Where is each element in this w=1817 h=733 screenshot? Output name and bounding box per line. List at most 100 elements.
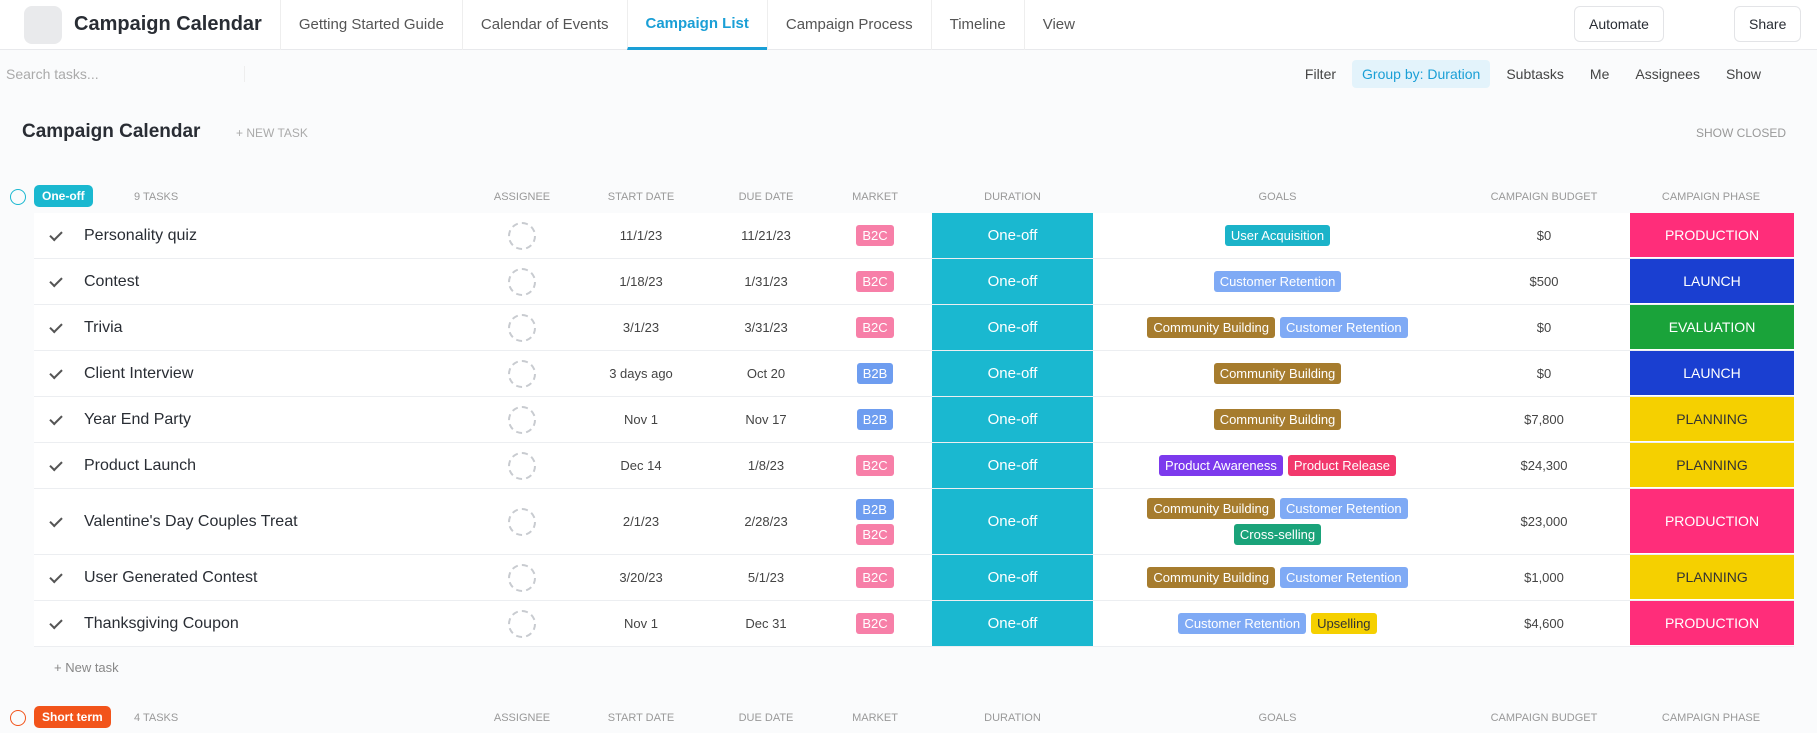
start-date[interactable]: 3/1/23: [622, 320, 660, 335]
budget[interactable]: $0: [1536, 320, 1552, 335]
collapse-toggle[interactable]: [10, 710, 26, 726]
goals-cell[interactable]: Customer Retention: [1095, 259, 1460, 304]
check-icon[interactable]: [49, 273, 63, 287]
check-icon[interactable]: [49, 227, 63, 241]
assignee-cell[interactable]: [474, 443, 570, 488]
goals-cell[interactable]: User Acquisition: [1095, 213, 1460, 258]
market-cell[interactable]: B2C: [820, 555, 930, 600]
goals-cell[interactable]: Community Building: [1095, 351, 1460, 396]
due-date[interactable]: 5/1/23: [747, 570, 785, 585]
assignee-avatar[interactable]: [508, 451, 536, 480]
check-icon[interactable]: [49, 615, 63, 629]
duration[interactable]: One-off: [930, 259, 1095, 304]
due-date[interactable]: 11/21/23: [741, 228, 791, 243]
assignee-avatar[interactable]: [508, 563, 536, 592]
toolbar-item[interactable]: Me: [1589, 66, 1610, 82]
budget[interactable]: $1,000: [1524, 570, 1564, 585]
assignee-avatar[interactable]: [508, 221, 536, 250]
task-name[interactable]: Year End Party: [34, 397, 474, 442]
due-date[interactable]: 2/28/23: [744, 514, 788, 529]
market-cell[interactable]: B2C: [820, 305, 930, 350]
market-cell[interactable]: B2B: [820, 397, 930, 442]
due-date[interactable]: 1/8/23: [747, 458, 785, 473]
start-date[interactable]: Nov 1: [624, 412, 658, 427]
campaign-phase[interactable]: PLANNING: [1628, 555, 1794, 600]
market-cell[interactable]: B2C: [820, 259, 930, 304]
campaign-phase[interactable]: PLANNING: [1628, 397, 1794, 442]
duration[interactable]: One-off: [930, 489, 1095, 554]
search-input[interactable]: Search tasks...: [0, 66, 245, 82]
task-row[interactable]: Client Interview 3 days ago Oct 20 B2B One-o…: [34, 351, 1794, 397]
check-icon[interactable]: [49, 411, 63, 425]
check-icon[interactable]: [49, 457, 63, 471]
collapse-toggle[interactable]: [10, 189, 26, 205]
duration[interactable]: One-off: [930, 305, 1095, 350]
assignee-cell[interactable]: [474, 555, 570, 600]
tab[interactable]: Timeline: [930, 0, 1024, 50]
task-name[interactable]: Personality quiz: [34, 213, 474, 258]
goals-cell[interactable]: Community Building Customer Retention Cros…: [1095, 489, 1460, 554]
campaign-phase[interactable]: LAUNCH: [1628, 259, 1794, 304]
share-button[interactable]: Share: [1734, 6, 1802, 42]
start-date[interactable]: Nov 1: [624, 616, 658, 631]
campaign-phase[interactable]: LAUNCH: [1628, 351, 1794, 396]
campaign-phase[interactable]: PLANNING: [1628, 443, 1794, 488]
budget[interactable]: $23,000: [1520, 514, 1568, 529]
start-date[interactable]: 3/20/23: [619, 570, 663, 585]
tab[interactable]: Calendar of Events: [461, 0, 627, 50]
market-cell[interactable]: B2B: [820, 351, 930, 396]
assignee-cell[interactable]: [474, 397, 570, 442]
budget[interactable]: $0: [1536, 366, 1552, 381]
toolbar-item[interactable]: Subtasks: [1506, 66, 1564, 82]
task-name[interactable]: Trivia: [34, 305, 474, 350]
campaign-phase[interactable]: PRODUCTION: [1628, 601, 1794, 646]
assignee-avatar[interactable]: [508, 609, 536, 638]
check-icon[interactable]: [49, 569, 63, 583]
check-icon[interactable]: [49, 365, 63, 379]
task-row[interactable]: Contest 1/18/23 1/31/23 B2C One-off Customer …: [34, 259, 1794, 305]
assignee-cell[interactable]: [474, 601, 570, 646]
tab[interactable]: Getting Started Guide: [279, 0, 462, 50]
assignee-avatar[interactable]: [508, 507, 536, 536]
budget[interactable]: $0: [1536, 228, 1552, 243]
campaign-phase[interactable]: PRODUCTION: [1628, 489, 1794, 554]
market-cell[interactable]: B2C: [820, 213, 930, 258]
show-closed[interactable]: SHOW CLOSED: [1696, 126, 1787, 140]
duration[interactable]: One-off: [930, 555, 1095, 600]
toolbar-item[interactable]: Filter: [1304, 66, 1337, 82]
task-row[interactable]: User Generated Contest 3/20/23 5/1/23 B2C On…: [34, 555, 1794, 601]
task-row[interactable]: Thanksgiving Coupon Nov 1 Dec 31 B2C One-off…: [34, 601, 1794, 647]
assignee-cell[interactable]: [474, 351, 570, 396]
market-cell[interactable]: B2B B2C: [820, 489, 930, 554]
assignee-avatar[interactable]: [508, 267, 536, 296]
due-date[interactable]: Nov 17: [745, 412, 787, 427]
goals-cell[interactable]: Product Awareness Product Release: [1095, 443, 1460, 488]
assignee-cell[interactable]: [474, 305, 570, 350]
assignee-cell[interactable]: [474, 213, 570, 258]
new-task-button[interactable]: + New task: [54, 660, 119, 675]
task-row[interactable]: Trivia 3/1/23 3/31/23 B2C One-off Community B…: [34, 305, 1794, 351]
budget[interactable]: $500: [1529, 274, 1559, 289]
due-date[interactable]: 3/31/23: [744, 320, 788, 335]
duration[interactable]: One-off: [930, 351, 1095, 396]
task-name[interactable]: Thanksgiving Coupon: [34, 601, 474, 646]
goals-cell[interactable]: Community Building Customer Retention: [1095, 305, 1460, 350]
task-name[interactable]: Client Interview: [34, 351, 474, 396]
tab[interactable]: Campaign List: [626, 0, 767, 50]
start-date[interactable]: 2/1/23: [622, 514, 660, 529]
automate-button[interactable]: Automate: [1574, 6, 1664, 42]
budget[interactable]: $4,600: [1524, 616, 1564, 631]
due-date[interactable]: Oct 20: [746, 366, 786, 381]
due-date[interactable]: 1/31/23: [744, 274, 788, 289]
task-row[interactable]: Valentine's Day Couples Treat 2/1/23 2/28/…: [34, 489, 1794, 555]
budget[interactable]: $24,300: [1520, 458, 1568, 473]
start-date[interactable]: 3 days ago: [609, 366, 673, 381]
goals-cell[interactable]: Customer Retention Upselling: [1095, 601, 1460, 646]
goals-cell[interactable]: Community Building: [1095, 397, 1460, 442]
task-row[interactable]: Product Launch Dec 14 1/8/23 B2C One-off Prod…: [34, 443, 1794, 489]
duration[interactable]: One-off: [930, 397, 1095, 442]
tab[interactable]: Campaign Process: [766, 0, 931, 50]
due-date[interactable]: Dec 31: [745, 616, 787, 631]
task-row[interactable]: Personality quiz 11/1/23 11/21/23 B2C One-of…: [34, 213, 1794, 259]
assignee-avatar[interactable]: [508, 359, 536, 388]
